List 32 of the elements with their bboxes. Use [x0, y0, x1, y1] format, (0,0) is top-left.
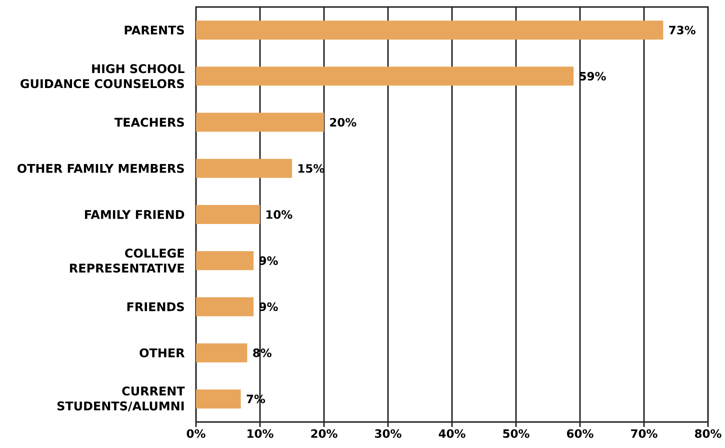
x-tick-label: 40%	[438, 429, 466, 438]
bar	[196, 20, 664, 40]
y-tick-label: OTHER	[140, 348, 185, 358]
data-label: 10%	[266, 210, 292, 219]
x-tick-label: 60%	[566, 429, 594, 438]
x-tick-label: 80%	[694, 429, 722, 438]
y-tick-label: FAMILY FRIEND	[85, 210, 184, 219]
x-tick-label: 10%	[248, 429, 274, 438]
bar	[196, 251, 254, 270]
bar	[196, 205, 260, 224]
y-tick-label: PARENTS	[124, 26, 184, 35]
x-tick-label: 50%	[503, 429, 530, 438]
bar	[196, 112, 324, 132]
y-tick-label: COLLEGE REPRESENTATIVE	[70, 248, 184, 273]
data-label: 73%	[669, 26, 696, 34]
x-tick-label: 30%	[375, 429, 402, 438]
data-label: 15%	[298, 164, 324, 173]
y-tick-label: HIGH SCHOOL GUIDANCE COUNSELORS	[20, 64, 184, 88]
y-tick-label: TEACHERS	[114, 118, 184, 127]
y-tick-label: FRIENDS	[127, 302, 184, 312]
x-tick-label: 70%	[631, 429, 658, 438]
x-tick-label: 20%	[311, 429, 338, 438]
data-label: 59%	[580, 72, 606, 81]
y-tick-label: CURRENT STUDENTS/ALUMNI	[57, 386, 185, 412]
bar	[196, 297, 254, 316]
bar	[196, 389, 241, 408]
data-label: 20%	[330, 118, 356, 127]
x-tick-label: 0%	[186, 429, 206, 438]
bar	[196, 66, 574, 86]
y-tick-label: OTHER FAMILY MEMBERS	[18, 164, 184, 173]
bar	[196, 158, 292, 178]
bar	[196, 343, 248, 362]
